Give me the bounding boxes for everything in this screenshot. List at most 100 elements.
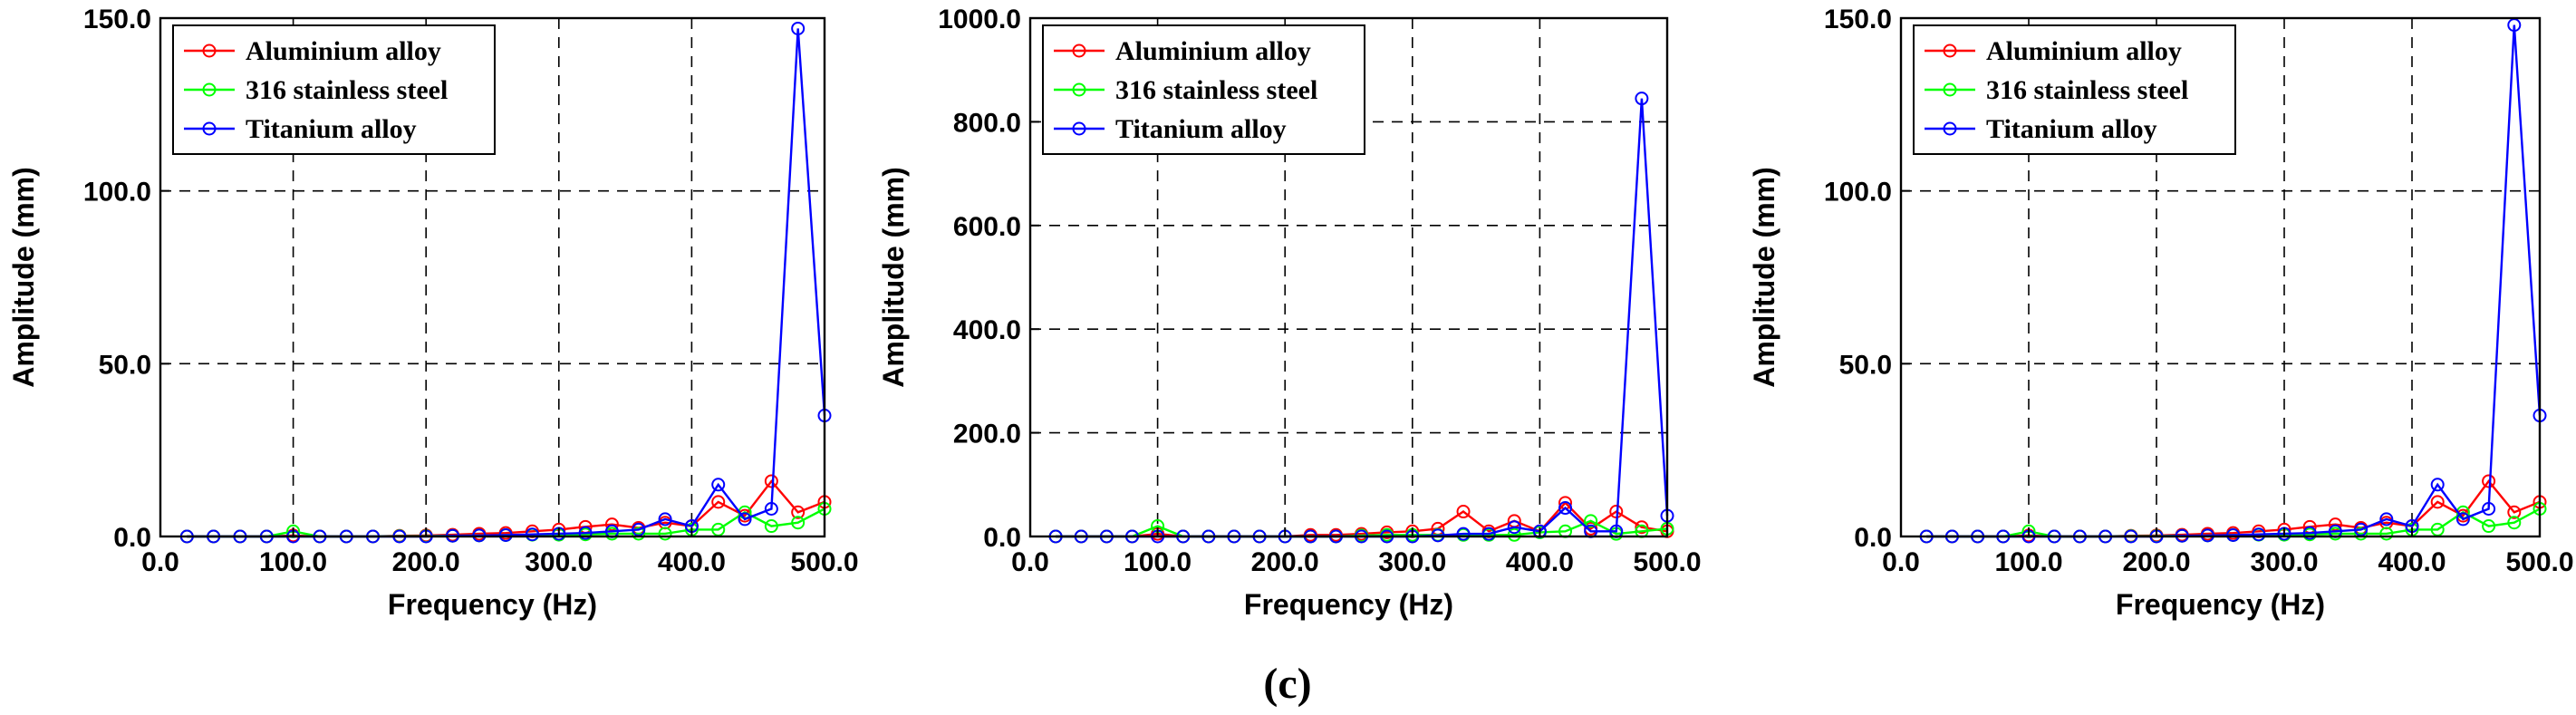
x-axis-title: Frequency (Hz) [2116, 588, 2325, 621]
data-point [1481, 527, 1496, 541]
legend-entry: Titanium alloy [1054, 114, 1287, 144]
y-tick-label: 800.0 [953, 108, 1021, 138]
y-tick-label: 100.0 [83, 178, 151, 208]
legend-entry: 316 stainless steel [1054, 75, 1317, 105]
legend-swatch-marker [202, 82, 217, 97]
legend-label: 316 stainless steel [1986, 75, 2188, 105]
data-point [2226, 527, 2241, 542]
legend-swatch-marker [1072, 43, 1086, 58]
legend-swatch-marker [1943, 121, 1957, 136]
chart-left: 0.0 100.0 200.0 300.0 400.0 500.0 0.0 50.0 100.0… [7, 5, 859, 621]
x-tick-label: 500.0 [1633, 547, 1701, 577]
legend: Aluminium alloy 316 stainless steel Titani… [1042, 24, 1365, 155]
legend-entry: 316 stainless steel [1925, 75, 2188, 105]
data-point [791, 21, 806, 35]
data-point [2302, 526, 2317, 540]
data-point [1456, 527, 1471, 541]
legend-swatch-marker [1943, 43, 1957, 58]
x-tick-label: 0.0 [1011, 547, 1049, 577]
x-tick-label: 200.0 [1251, 547, 1319, 577]
y-tick-label: 50.0 [1839, 350, 1892, 380]
data-point [2430, 495, 2445, 509]
x-tick-label: 200.0 [2122, 547, 2190, 577]
data-point [1456, 505, 1471, 519]
legend-entry: Aluminium alloy [1054, 36, 1311, 66]
legend-entry: Aluminium alloy [1925, 36, 2182, 66]
y-tick-label: 0.0 [983, 523, 1021, 553]
x-tick-label: 300.0 [1378, 547, 1446, 577]
legend-label: Titanium alloy [246, 114, 417, 144]
x-tick-label: 500.0 [790, 547, 858, 577]
data-point [2430, 478, 2445, 492]
data-point [1584, 514, 1598, 528]
data-point [1507, 520, 1521, 535]
y-axis-title: Amplitude (mm) [1748, 167, 1780, 388]
y-tick-label: 1000.0 [938, 5, 1021, 34]
data-point [791, 505, 806, 519]
data-point [2482, 474, 2496, 488]
data-point [658, 512, 672, 527]
data-point [711, 478, 726, 492]
data-point [2379, 512, 2394, 527]
data-point [764, 501, 778, 516]
legend-entry: 316 stainless steel [184, 75, 448, 105]
x-tick-label: 400.0 [1506, 547, 1574, 577]
data-point [2482, 519, 2496, 534]
data-point [2252, 527, 2266, 542]
x-tick-label: 100.0 [1124, 547, 1192, 577]
data-point [578, 526, 593, 540]
data-point [632, 527, 646, 541]
data-point [2354, 527, 2369, 541]
legend-box [1913, 24, 2236, 155]
legend-swatch-marker [1072, 82, 1086, 97]
legend-label: Titanium alloy [1986, 114, 2157, 144]
x-tick-label: 400.0 [658, 547, 726, 577]
data-point [711, 495, 726, 509]
x-tick-label: 0.0 [141, 547, 179, 577]
y-tick-label: 100.0 [1824, 178, 1892, 208]
data-point [764, 519, 778, 534]
x-tick-label: 100.0 [1994, 547, 2062, 577]
x-tick-label: 200.0 [392, 547, 460, 577]
data-point [2455, 512, 2470, 527]
legend: Aluminium alloy 316 stainless steel Titani… [1913, 24, 2236, 155]
y-tick-label: 400.0 [953, 315, 1021, 345]
legend-entry: Titanium alloy [184, 114, 417, 144]
legend-label: Aluminium alloy [1115, 36, 1311, 66]
figure-caption: (c) [1263, 660, 1311, 708]
data-point [1635, 520, 1649, 535]
data-point [1507, 527, 1521, 542]
data-point [2482, 501, 2496, 516]
x-tick-label: 400.0 [2378, 547, 2446, 577]
legend-label: 316 stainless steel [1115, 75, 1317, 105]
y-tick-label: 600.0 [953, 212, 1021, 242]
data-point [2379, 527, 2394, 541]
y-axis-title: Amplitude (mm) [877, 167, 910, 388]
y-tick-label: 150.0 [1824, 5, 1892, 34]
data-point [658, 527, 672, 541]
plot-frame [159, 16, 826, 538]
x-axis-title: Frequency (Hz) [388, 588, 597, 621]
legend-swatch-marker [202, 121, 217, 136]
x-tick-label: 500.0 [2505, 547, 2573, 577]
data-point [498, 527, 513, 542]
legend-label: Aluminium alloy [246, 36, 441, 66]
legend-label: Aluminium alloy [1986, 36, 2182, 66]
x-tick-label: 300.0 [2250, 547, 2318, 577]
data-point [2507, 516, 2522, 530]
legend-swatch-marker [202, 43, 217, 58]
data-point [738, 512, 752, 527]
chart-right: 0.0 100.0 200.0 300.0 400.0 500.0 0.0 50.0 100.0… [1748, 5, 2574, 621]
plot-frame [1028, 16, 1669, 538]
data-point [764, 474, 778, 488]
y-tick-label: 0.0 [1854, 523, 1892, 553]
legend-swatch-marker [1943, 82, 1957, 97]
legend: Aluminium alloy 316 stainless steel Titani… [172, 24, 496, 155]
y-tick-label: 150.0 [83, 5, 151, 34]
legend-entry: Aluminium alloy [184, 36, 441, 66]
data-point [1558, 501, 1573, 516]
legend-label: Titanium alloy [1115, 114, 1287, 144]
legend-label: 316 stainless steel [246, 75, 448, 105]
chart-middle: 0.0 100.0 200.0 300.0 400.0 500.0 0.0 200.0 400.… [877, 5, 1702, 621]
